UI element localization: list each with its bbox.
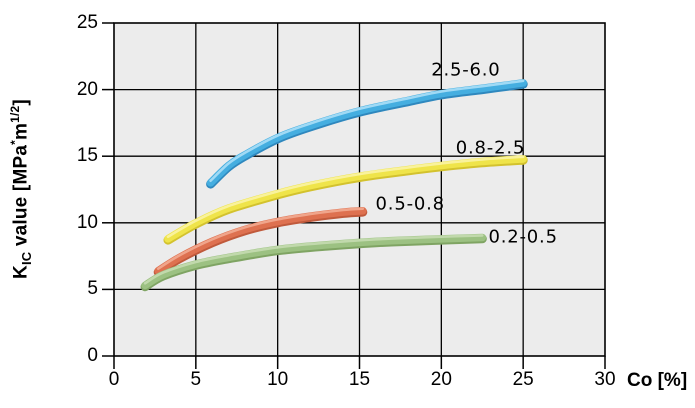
curve-0.2-0.5 [140,233,487,292]
y-axis-title-star: * [7,139,22,145]
curve-highlight [166,155,525,239]
curve-0.5-0.8 [153,207,368,277]
x-axis-title: Co [%] [627,370,688,391]
curve-body [141,233,487,290]
series-label-0.5-0.8: 0.5-0.8 [375,193,445,215]
x-tick-label: 0 [108,369,120,390]
x-tick-label: 5 [190,369,202,390]
x-tick-label: 15 [348,369,371,390]
x-tick-label: 10 [267,369,289,390]
curve-highlight [143,234,484,285]
y-axis-title-mid: value [MPa [10,144,32,252]
y-axis-title-base: K [10,265,32,279]
y-tick-label: 25 [76,12,98,33]
y-axis-title: KIC value [MPa*m1/2] [8,99,34,279]
x-tick-label: 25 [512,369,534,390]
curve-body [154,207,367,275]
curve-0.8-2.5 [163,155,528,245]
curve-body [164,155,527,243]
curve-body [206,79,527,187]
series-label-0.2-0.5: 0.2-0.5 [488,226,558,248]
series-label-2.5-6.0: 2.5-6.0 [431,59,501,81]
x-tick-label: 30 [594,369,616,390]
y-axis-title-subscript: IC [19,251,35,266]
curve-highlight [156,207,365,271]
series-label-0.8-2.5: 0.8-2.5 [455,137,526,159]
y-tick-label: 20 [76,78,98,100]
y-axis-title-exponent: 1/2 [7,105,22,123]
y-tick-label: 0 [87,345,98,366]
y-tick-label: 10 [76,211,98,233]
y-axis-title-close: ] [10,99,32,106]
x-tick-label: 20 [430,369,452,390]
y-tick-label: 15 [76,145,98,167]
curve-2.5-6.0 [206,79,528,189]
curve-highlight [209,79,525,183]
y-tick-label: 5 [87,278,98,300]
y-axis-title-unit: m [10,122,32,140]
plot-border [113,22,606,357]
